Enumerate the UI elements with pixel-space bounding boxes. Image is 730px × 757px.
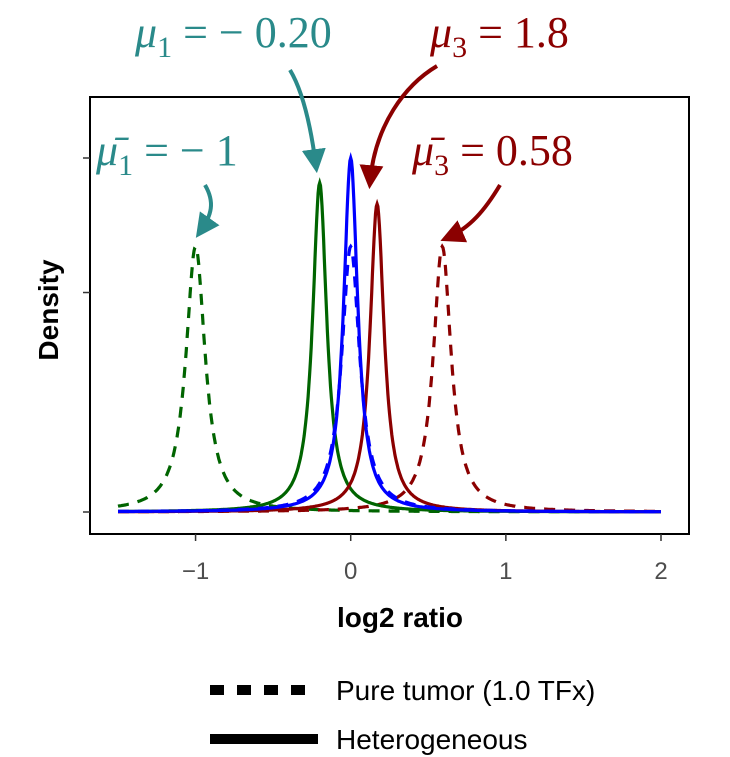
curves-group: [117, 151, 661, 514]
series-red-solid: [118, 198, 661, 514]
annotation-arrow: [288, 68, 326, 174]
x-tick-label: 2: [654, 558, 667, 585]
legend: Pure tumor (1.0 TFx) Heterogeneous: [210, 675, 595, 755]
annotation-label: μ3 = 1.8: [429, 8, 569, 64]
series-blue-solid: [118, 151, 661, 514]
y-axis-title: Density: [33, 259, 64, 361]
series-red-dashed: [118, 243, 661, 514]
annotation-arrow: [359, 64, 439, 190]
axis-ticks: −1 0 1 2: [83, 157, 668, 585]
annotation-arrow: [440, 183, 502, 243]
x-axis-title: log2 ratio: [337, 602, 463, 633]
annotations-group: μ1 = − 0.20 μ3 = 1.8 μ̄1 = − 1 μ̄3 = 0.58: [95, 8, 573, 243]
legend-label-pure: Pure tumor (1.0 TFx): [336, 675, 595, 706]
x-tick-label: 1: [499, 558, 512, 585]
series-green-solid: [118, 177, 661, 514]
x-tick-label: −1: [182, 558, 209, 585]
annotation-label: μ1 = − 0.20: [134, 8, 332, 64]
series-green-dashed: [117, 243, 661, 514]
annotation-label: μ̄1 = − 1: [95, 126, 238, 182]
annotation-arrow: [195, 183, 220, 238]
legend-label-heterogeneous: Heterogeneous: [336, 724, 527, 755]
annotation-label: μ̄3 = 0.58: [411, 126, 573, 182]
series-blue-dashed: [118, 243, 661, 514]
x-tick-label: 0: [344, 558, 357, 585]
plot-panel: [89, 96, 690, 535]
